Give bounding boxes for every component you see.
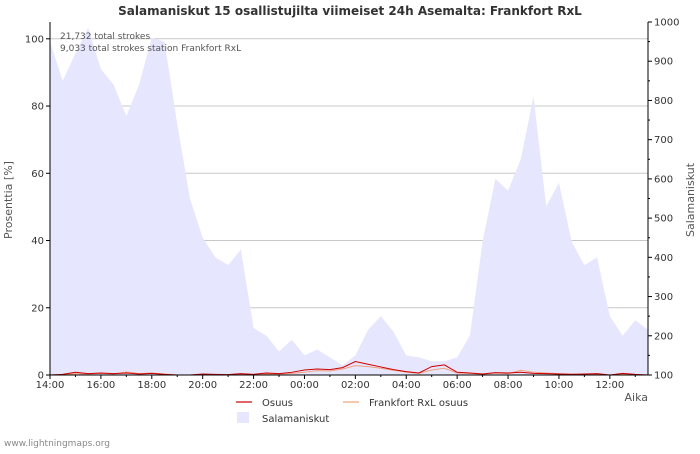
x-axis-label: Aika	[625, 391, 649, 404]
x-tick-label: 14:00	[36, 380, 65, 391]
share-line	[49, 361, 649, 376]
footer-credit: www.lightningmaps.org	[4, 439, 110, 449]
legend-label-strokes: Salamaniskut	[262, 414, 329, 425]
y-right-label: Salamaniskut	[684, 162, 697, 237]
y-right-tick-label: 1000	[654, 18, 679, 29]
legend: Osuus Frankfort RxL osuus Salamaniskut	[236, 398, 468, 425]
y-right-tick-label: 700	[654, 135, 673, 146]
y-right-tick-label: 900	[654, 57, 673, 68]
x-tick-label: 22:00	[239, 380, 268, 391]
y-left-tick-label: 40	[31, 236, 44, 247]
y-right-axis-ticks: 100 200 300 400 500 600 700 800 900 1000	[648, 18, 679, 382]
y-left-tick-label: 0	[38, 371, 44, 382]
annotation-station-strokes: 9,033 total strokes station Frankfort Rx…	[60, 44, 241, 54]
y-left-tick-label: 100	[25, 34, 44, 45]
x-tick-label: 08:00	[494, 380, 523, 391]
x-axis-ticks: 14:00 16:00 18:00 20:00 22:00 00:00 02:00 04:00…	[36, 375, 636, 391]
y-right-tick-label: 100	[654, 371, 673, 382]
y-left-axis-ticks: 0 20 40 60 80 100	[25, 34, 50, 382]
x-tick-label: 06:00	[443, 380, 472, 391]
y-left-tick-label: 80	[31, 102, 44, 113]
y-left-tick-label: 20	[31, 303, 44, 314]
y-right-tick-label: 200	[654, 331, 673, 342]
y-left-tick-label: 60	[31, 169, 44, 180]
annotation-total-strokes: 21,732 total strokes	[60, 32, 150, 42]
legend-label-osuus: Osuus	[262, 398, 293, 409]
y-right-tick-label: 400	[654, 253, 673, 264]
chart-title: Salamaniskut 15 osallistujilta viimeiset…	[118, 4, 582, 18]
legend-label-station: Frankfort RxL osuus	[369, 398, 468, 409]
strokes-area	[50, 27, 648, 376]
x-tick-label: 18:00	[137, 380, 166, 391]
x-tick-label: 20:00	[188, 380, 217, 391]
x-tick-label: 16:00	[86, 380, 115, 391]
x-tick-label: 00:00	[290, 380, 319, 391]
y-right-tick-label: 500	[654, 214, 673, 225]
x-tick-label: 04:00	[392, 380, 421, 391]
y-right-tick-label: 300	[654, 292, 673, 303]
x-tick-label: 10:00	[545, 380, 574, 391]
legend-swatch-strokes	[237, 412, 249, 423]
x-tick-label: 12:00	[595, 380, 624, 391]
y-right-tick-label: 600	[654, 174, 673, 185]
y-left-label: Prosenttia [%]	[2, 161, 15, 239]
y-right-tick-label: 800	[654, 96, 673, 107]
x-tick-label: 02:00	[341, 380, 370, 391]
